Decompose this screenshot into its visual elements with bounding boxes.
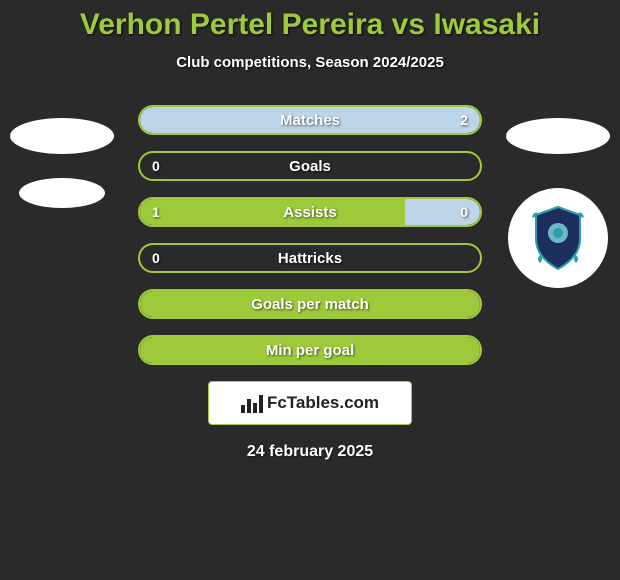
- page-title: Verhon Pertel Pereira vs Iwasaki: [80, 8, 540, 42]
- shield-icon: [530, 205, 586, 271]
- stat-bar: Min per goal: [138, 335, 482, 365]
- left-badge-2: [19, 178, 105, 208]
- bar-label: Goals: [140, 158, 480, 175]
- date-text: 24 february 2025: [247, 443, 373, 461]
- club-badge: [508, 188, 608, 288]
- bar-label: Hattricks: [140, 250, 480, 267]
- stat-bar: 0Hattricks: [138, 243, 482, 273]
- chart-container: Verhon Pertel Pereira vs Iwasaki Club co…: [0, 0, 620, 580]
- right-badges-col: [506, 118, 610, 288]
- left-badges-col: [10, 118, 114, 208]
- left-badge-1: [10, 118, 114, 154]
- stat-bar: 0Goals: [138, 151, 482, 181]
- stat-bar: 10Assists: [138, 197, 482, 227]
- bar-label: Goals per match: [140, 296, 480, 313]
- bar-label: Min per goal: [140, 342, 480, 359]
- stat-bar: Goals per match: [138, 289, 482, 319]
- bar-label: Matches: [140, 112, 480, 129]
- bar-label: Assists: [140, 204, 480, 221]
- stat-bar: 2Matches: [138, 105, 482, 135]
- right-badge-1: [506, 118, 610, 154]
- subtitle: Club competitions, Season 2024/2025: [176, 54, 444, 71]
- logo-box: FcTables.com: [208, 381, 412, 425]
- stats-bars: 2Matches 0Goals 10Assists 0Hattricks Goals p…: [138, 105, 482, 365]
- barchart-icon: [241, 393, 263, 413]
- logo-text: FcTables.com: [267, 393, 379, 413]
